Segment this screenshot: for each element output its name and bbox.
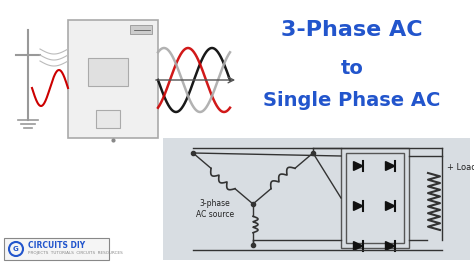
Text: PROJECTS  TUTORIALS  CIRCUITS  RESOURCES: PROJECTS TUTORIALS CIRCUITS RESOURCES [28, 251, 123, 255]
Polygon shape [385, 242, 395, 250]
Bar [88, 58, 128, 86]
Text: to: to [340, 59, 364, 77]
Text: + Load: + Load [447, 164, 474, 172]
Text: 3-Phase AC: 3-Phase AC [281, 20, 423, 40]
Polygon shape [385, 202, 395, 210]
Bar [96, 110, 120, 128]
Polygon shape [354, 162, 363, 171]
Polygon shape [354, 202, 363, 210]
Bar [4, 238, 109, 260]
Bar [68, 20, 158, 138]
Bar [346, 153, 404, 243]
Bar [130, 25, 152, 34]
Text: Single Phase AC: Single Phase AC [264, 90, 441, 110]
Polygon shape [354, 242, 363, 250]
Bar [341, 148, 409, 248]
Text: CIRCUITS DIY: CIRCUITS DIY [28, 242, 85, 251]
Text: 3-phase
AC source: 3-phase AC source [196, 199, 234, 219]
Polygon shape [385, 162, 395, 171]
Text: G: G [13, 246, 19, 252]
Bar [163, 138, 470, 260]
